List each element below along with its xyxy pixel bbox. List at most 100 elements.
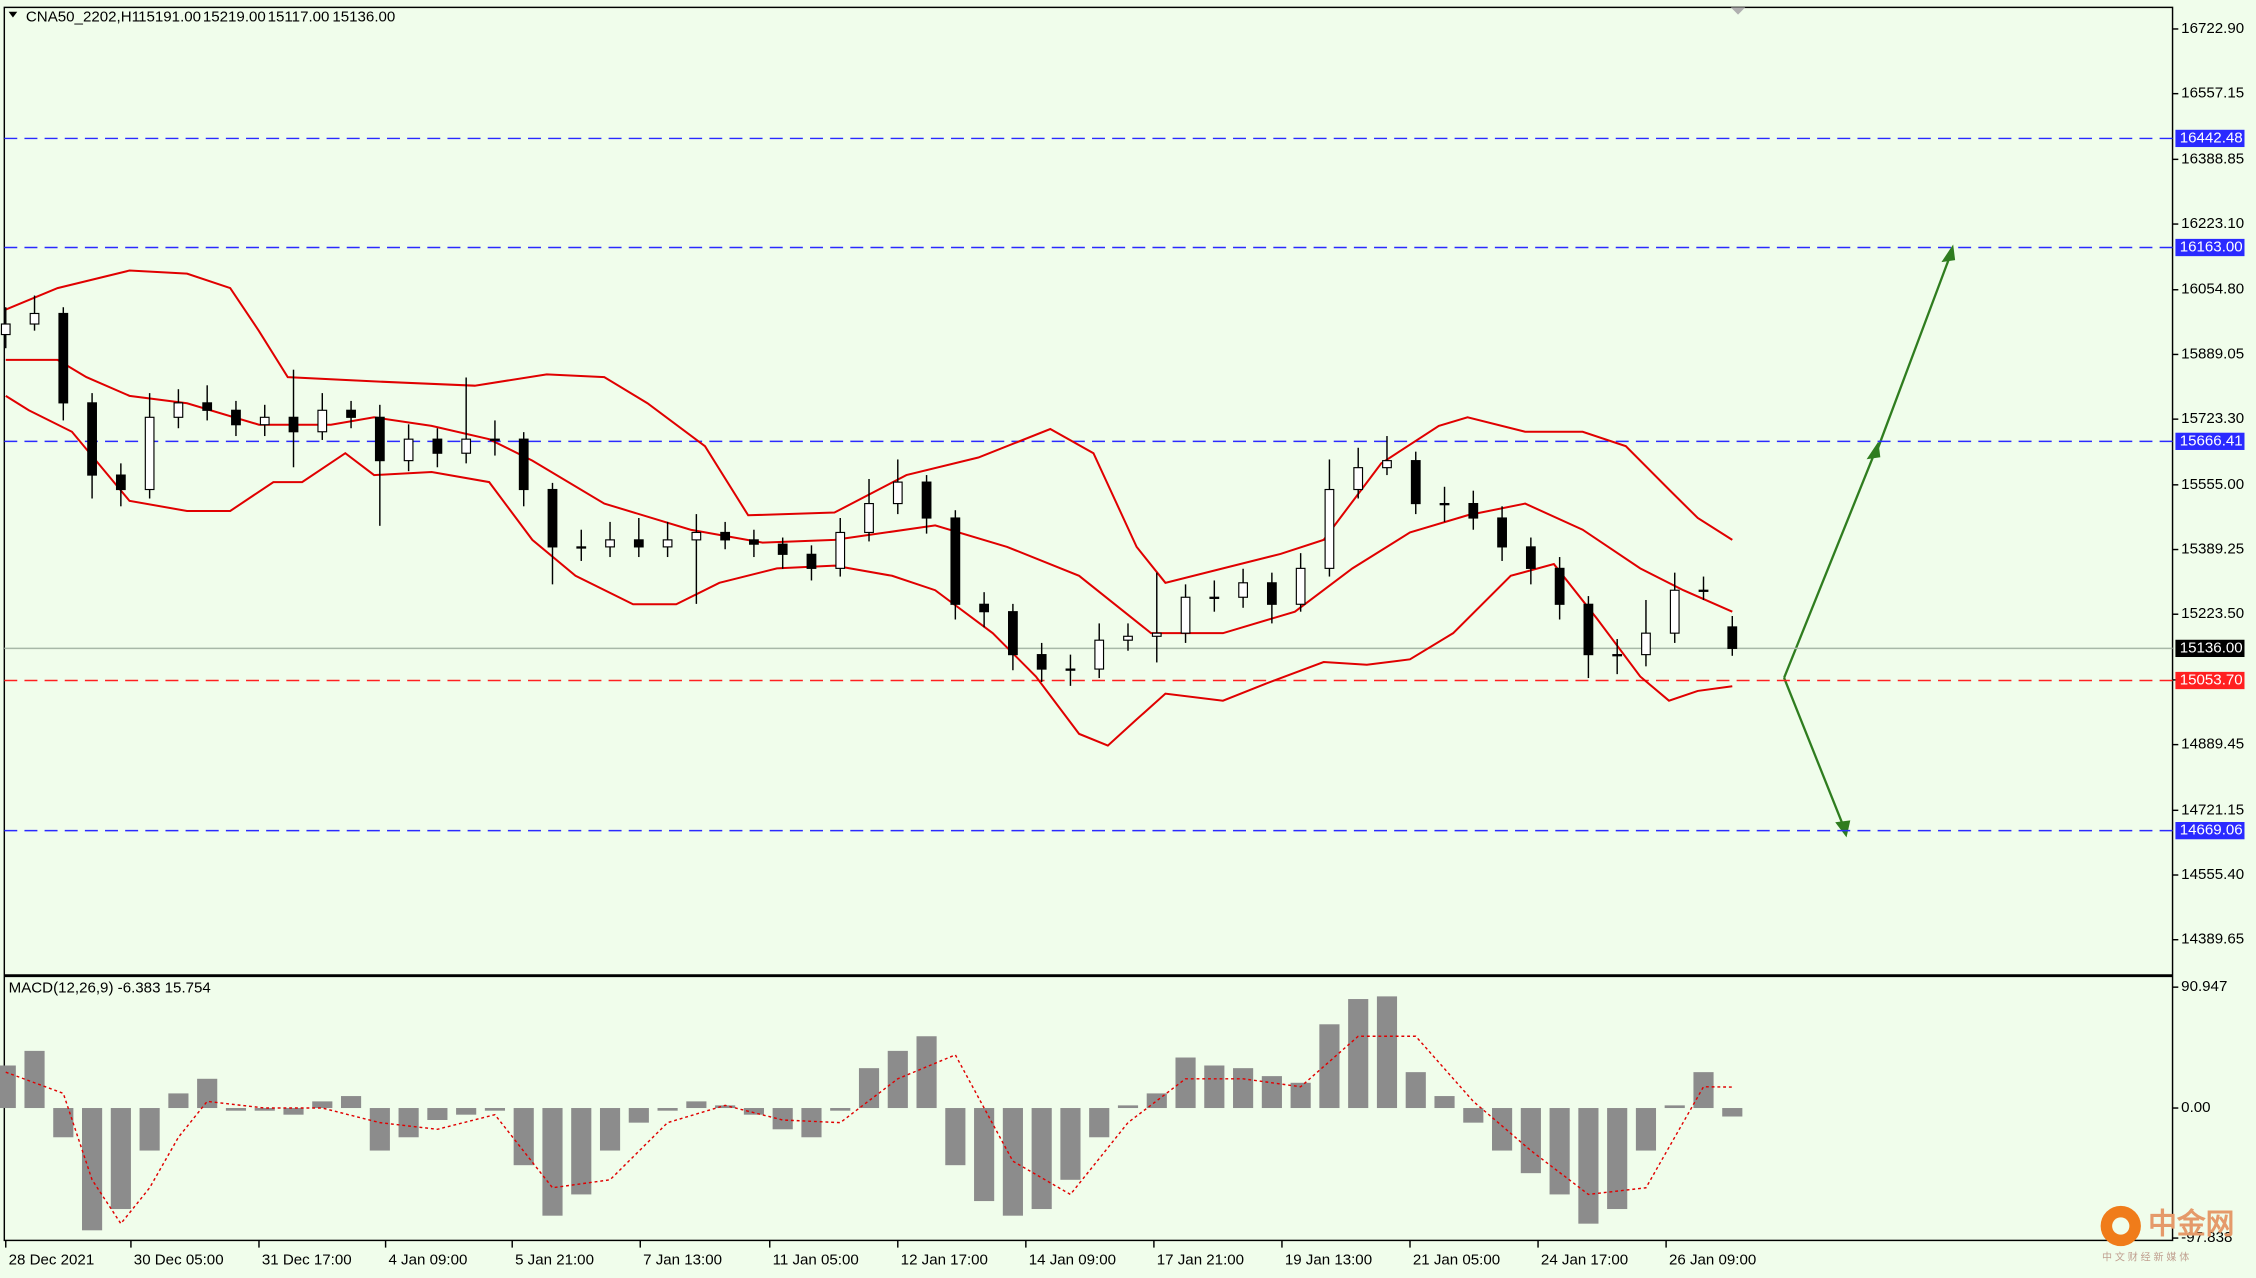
y-tick-label: 15389.25 [2181, 541, 2244, 558]
macd-bar [657, 1108, 678, 1111]
candle-body [1266, 582, 1277, 605]
macd-bar [1233, 1068, 1254, 1109]
macd-bar [1089, 1108, 1110, 1138]
macd-bar [82, 1108, 103, 1231]
candle-body [1641, 632, 1651, 656]
x-tick-label: 4 Jan 09:00 [388, 1252, 467, 1269]
macd-title: MACD(12,26,9) -6.383 15.754 [9, 980, 211, 997]
macd-bar [1031, 1108, 1052, 1210]
current-price-box [2175, 639, 2245, 658]
x-tick-label: 30 Dec 05:00 [134, 1252, 224, 1269]
candle-body [403, 438, 414, 462]
y-tick-label: 16722.90 [2181, 20, 2244, 37]
candle-body [691, 531, 702, 541]
candle-body [1410, 460, 1421, 505]
macd-bar [945, 1108, 966, 1166]
macd-bar [801, 1108, 822, 1138]
candle-body [231, 409, 241, 426]
candle-body [1036, 654, 1047, 670]
candle-body [921, 481, 932, 519]
macd-bar [1319, 1024, 1340, 1109]
macd-bar [340, 1096, 362, 1109]
y-tick-label: 0.00 [2181, 1099, 2210, 1116]
candle-body [144, 416, 155, 491]
x-tick-label: 14 Jan 09:00 [1029, 1252, 1116, 1269]
y-tick-label: -97.838 [2181, 1229, 2232, 1246]
macd-bar [1722, 1108, 1743, 1117]
candle-body [662, 539, 673, 548]
macd-bar [1405, 1072, 1426, 1109]
macd-bar [254, 1108, 275, 1111]
macd-bar [858, 1068, 880, 1109]
level-box [2175, 129, 2245, 148]
bar-low: 15117.00 [268, 8, 330, 25]
macd-bar [53, 1108, 74, 1138]
macd-bar [139, 1108, 160, 1151]
level-box [2175, 238, 2245, 257]
candle-body [1353, 467, 1364, 491]
macd-bar [283, 1108, 304, 1115]
level-label: 16442.48 [2180, 129, 2243, 146]
arrow-down [1783, 677, 1846, 830]
macd-bar [1664, 1105, 1685, 1109]
macd-bar [1146, 1093, 1167, 1109]
candle-body [1151, 632, 1162, 637]
macd-bar [1434, 1096, 1455, 1109]
y-tick-label: 14555.40 [2181, 866, 2244, 883]
y-tick-label: 90.947 [2181, 978, 2227, 995]
macd-bar [772, 1108, 793, 1130]
x-tick-label: 17 Jan 21:00 [1157, 1252, 1244, 1269]
macd-bar [1060, 1108, 1081, 1180]
y-tick-label: 16054.80 [2181, 281, 2244, 298]
level-label: 15666.41 [2180, 432, 2243, 449]
macd-bar [484, 1108, 506, 1111]
candle-body [317, 409, 328, 433]
y-tick-label: 14889.45 [2181, 736, 2244, 753]
macd-bar [168, 1093, 189, 1109]
candle-body [1612, 654, 1623, 657]
candle-body [1180, 596, 1191, 634]
macd-bar [1290, 1082, 1311, 1109]
macd-bar [1520, 1108, 1541, 1174]
candle-body [1209, 596, 1220, 599]
macd-bar [225, 1108, 247, 1111]
watermark-logo-inner [2112, 1217, 2130, 1235]
x-tick-label: 5 Jan 21:00 [515, 1252, 594, 1269]
candle-body [864, 502, 874, 534]
candle-body [1238, 582, 1248, 598]
macd-bar [0, 1065, 16, 1109]
macd-bar [1117, 1105, 1139, 1109]
macd-bar [1175, 1057, 1196, 1109]
candle-body [605, 539, 615, 548]
macd-bar [1635, 1108, 1657, 1151]
candle-body [1008, 611, 1018, 656]
candle-body [1525, 546, 1536, 569]
candle-body [806, 553, 817, 569]
bar-open: 15191.00 [138, 8, 201, 25]
candle-body [1065, 668, 1076, 671]
shift-marker [1730, 7, 1746, 15]
y-tick-label: 15723.30 [2181, 410, 2244, 427]
candle-body [202, 402, 213, 411]
candle-body [173, 402, 184, 418]
candle-body [1497, 517, 1507, 548]
x-tick-label: 12 Jan 17:00 [901, 1252, 988, 1269]
candle-body [720, 531, 731, 541]
macd-bar [369, 1108, 390, 1151]
symbol: CNA50_2202,H1 [26, 8, 140, 25]
x-tick-label: 21 Jan 05:00 [1413, 1252, 1500, 1269]
candle-body [1324, 488, 1335, 569]
arrow-up-2 [1876, 253, 1953, 450]
arrow-up-1 [1783, 448, 1878, 679]
x-tick-label: 24 Jan 17:00 [1541, 1252, 1628, 1269]
macd-bar [24, 1050, 45, 1109]
candle-body [576, 546, 587, 549]
menu-triangle [8, 11, 18, 18]
candle-body [950, 517, 961, 605]
macd-bar [1348, 999, 1369, 1109]
watermark: 中金网 中 文 财 经 新 媒 体 [2100, 1205, 2234, 1263]
macd-bar [1607, 1108, 1628, 1210]
x-tick-label: 11 Jan 05:00 [773, 1252, 859, 1269]
candle-body [1382, 460, 1392, 469]
